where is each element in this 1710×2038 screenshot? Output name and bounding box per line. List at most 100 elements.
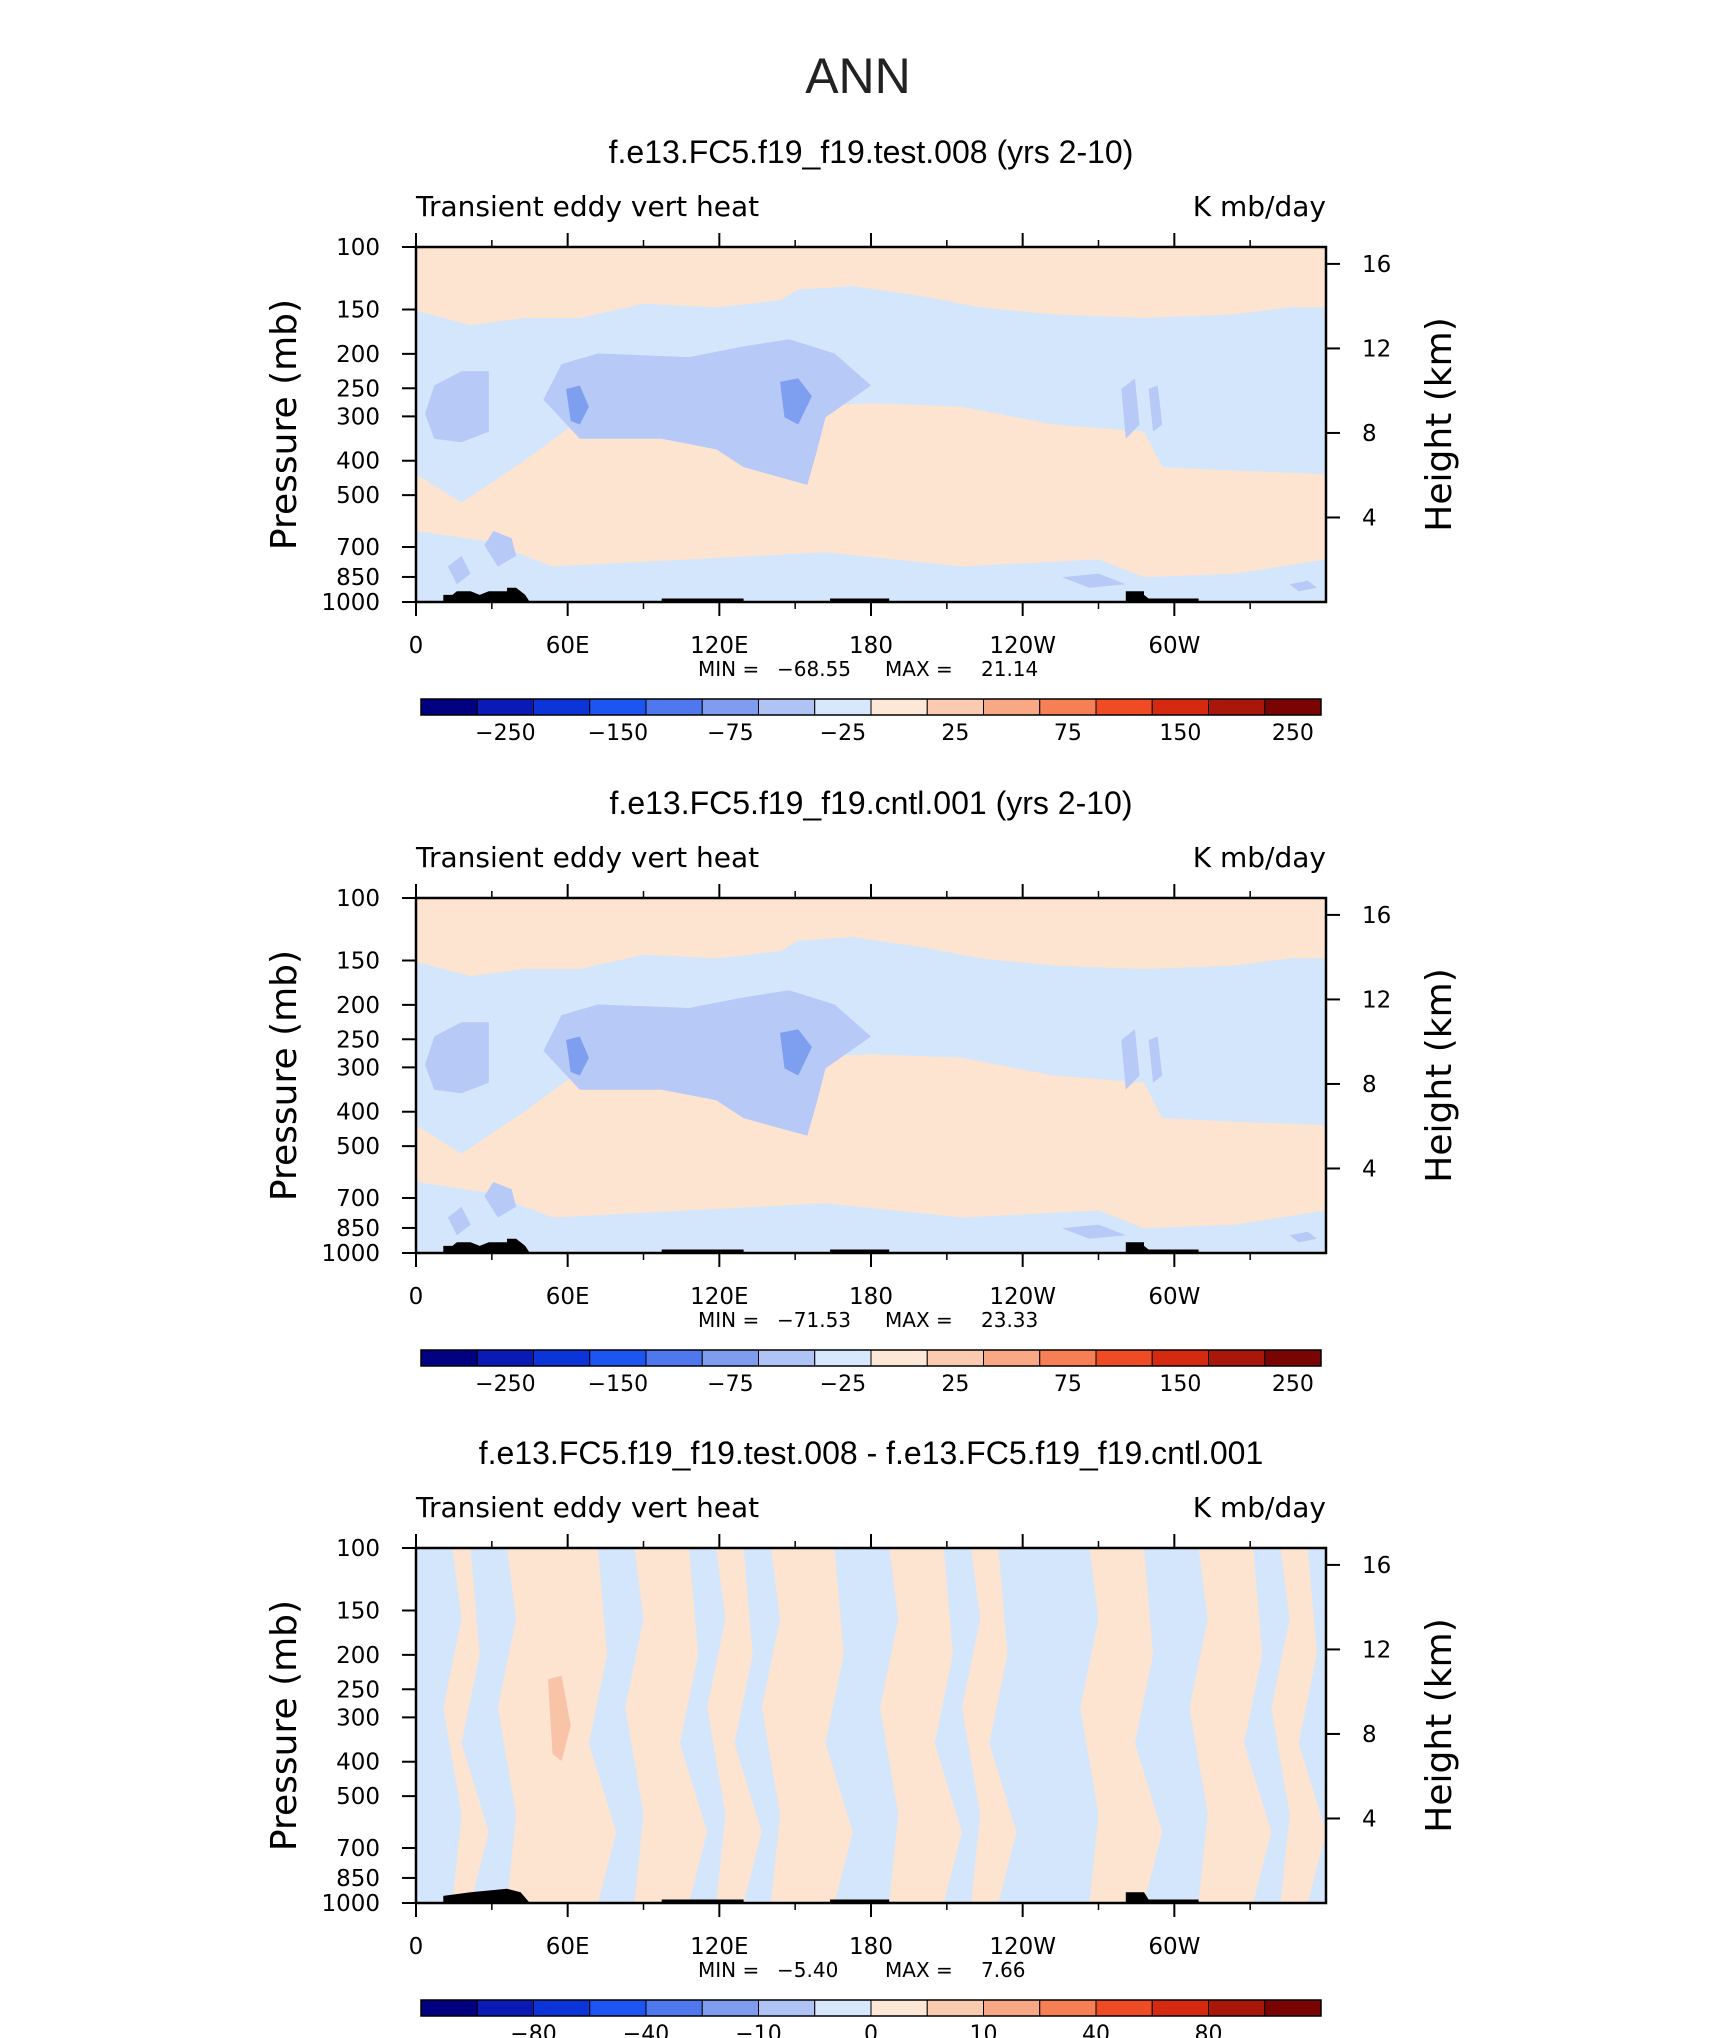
xtick-label: 180 [849,1284,893,1310]
ytick-label: 150 [336,298,380,324]
colorbar-segment [420,698,478,716]
region-low-c [1062,573,1126,588]
xtick-label: 60E [546,633,590,659]
colorbar-segment [645,1349,703,1367]
region-low-b [484,1182,517,1218]
colorbar-label: −80 [510,2022,556,2038]
colorbar-segment [1095,698,1153,716]
ytick-label: 300 [336,1705,380,1731]
left-subtitle: Transient eddy vert heat [415,1491,759,1524]
colorbar-frame [420,1349,1322,1367]
right-subtitle: K mb/day [1193,841,1326,874]
right-subtitle: K mb/day [1193,190,1326,223]
right-subtitle: K mb/day [1193,1491,1326,1524]
xtick-label: 60E [546,1284,590,1310]
region-core-east [780,1029,812,1076]
left-subtitle: Transient eddy vert heat [415,190,759,223]
terrain-andes [1125,1242,1199,1253]
xtick-label: 60W [1148,633,1200,659]
xtick-label: 120E [690,1284,748,1310]
colorbar-label: −10 [735,2022,781,2038]
panel-title: f.e13.FC5.f19_f19.test.008 (yrs 2-10) [609,134,1134,170]
ytick-right-label: 16 [1362,1553,1391,1579]
colorbar-segment [533,698,591,716]
diff-strip-9 [1271,1548,1326,1903]
ytick-right-label: 16 [1362,903,1391,929]
colorbar-label: −75 [707,721,753,746]
panel-3: f.e13.FC5.f19_f19.test.008 - f.e13.FC5.f… [264,1435,1460,2038]
ytick-label: 700 [336,1836,380,1862]
ytick-label: 1000 [321,590,380,616]
max-label: MAX = [885,1958,953,1982]
xtick-label: 120W [989,633,1056,659]
xtick-label: 120W [989,1284,1056,1310]
colorbar-segment [420,1999,478,2017]
diff-strip-2 [625,1548,708,1903]
diff-strip-0 [443,1548,489,1903]
xtick-label: 60E [546,1934,590,1960]
panel-2: f.e13.FC5.f19_f19.cntl.001 (yrs 2-10) Tra… [264,785,1460,1397]
xtick-label: 0 [409,1284,424,1310]
colorbar-segment [870,698,928,716]
ylabel: Pressure (mb) [264,299,305,550]
colorbar-label: −40 [623,2022,669,2038]
colorbar-label: −250 [475,721,535,746]
min-label: MIN = [698,1308,759,1332]
colorbar-label: 80 [1195,2022,1223,2038]
ytick-right-label: 4 [1362,1156,1377,1182]
panel-1: f.e13.FC5.f19_f19.test.008 (yrs 2-10) Tra… [264,134,1460,746]
region-mid-central [543,339,871,485]
colorbar-segment [1264,698,1322,716]
colorbar-label: 0 [864,2022,878,2038]
colorbar-segment [1208,1999,1266,2017]
min-label: MIN = [698,1958,759,1982]
region-core-west [566,1036,589,1076]
region-low-d [1289,580,1317,592]
ytick-right-label: 4 [1362,1806,1377,1832]
colorbar-segment [1039,1999,1097,2017]
ytick-label: 500 [336,1134,380,1160]
colorbar-label: −150 [588,721,648,746]
max-value: 23.33 [981,1308,1038,1332]
colorbar-segment [814,698,872,716]
diff-warm-core [548,1675,571,1761]
colorbar-segment [1208,1349,1266,1367]
colorbar-segment [476,1999,534,2017]
ytick-label: 700 [336,1186,380,1212]
xtick-label: 0 [409,1934,424,1960]
ytick-right-label: 8 [1362,1722,1377,1748]
panel-title: f.e13.FC5.f19_f19.cntl.001 (yrs 2-10) [610,785,1133,821]
colorbar-segment [1264,1349,1322,1367]
ytick-label: 700 [336,535,380,561]
ytick-label: 400 [336,1750,380,1776]
xtick-label: 180 [849,1934,893,1960]
colorbar-label: 150 [1159,721,1201,746]
diff-strip-5 [880,1548,962,1903]
colorbar-segment [983,698,1041,716]
ytick-right-label: 8 [1362,421,1377,447]
colorbar-segment [983,1999,1041,2017]
left-subtitle: Transient eddy vert heat [415,841,759,874]
colorbar-label: 10 [970,2022,998,2038]
region-core-east [780,378,812,425]
terrain-africa [443,1238,530,1253]
colorbar-segment [983,1349,1041,1367]
region-core-west [566,385,589,425]
min-value: −68.55 [777,657,851,681]
colorbar-label: 250 [1272,1372,1314,1397]
ylabel: Pressure (mb) [264,950,305,1201]
colorbar-segment [814,1349,872,1367]
colorbar-segment [1095,1999,1153,2017]
max-label: MAX = [885,1308,953,1332]
figure-title: ANN [805,48,911,104]
ylabel-right: Height (km) [1419,317,1460,531]
region-mid-east-a [1121,1029,1140,1090]
region-low-c [1062,1224,1126,1239]
colorbar-segment [476,698,534,716]
region-mid-west [425,1022,489,1094]
ytick-label: 850 [336,565,380,591]
ylabel-right: Height (km) [1419,1618,1460,1832]
colorbar-segment [1264,1999,1322,2017]
region-low-a [447,1206,471,1236]
